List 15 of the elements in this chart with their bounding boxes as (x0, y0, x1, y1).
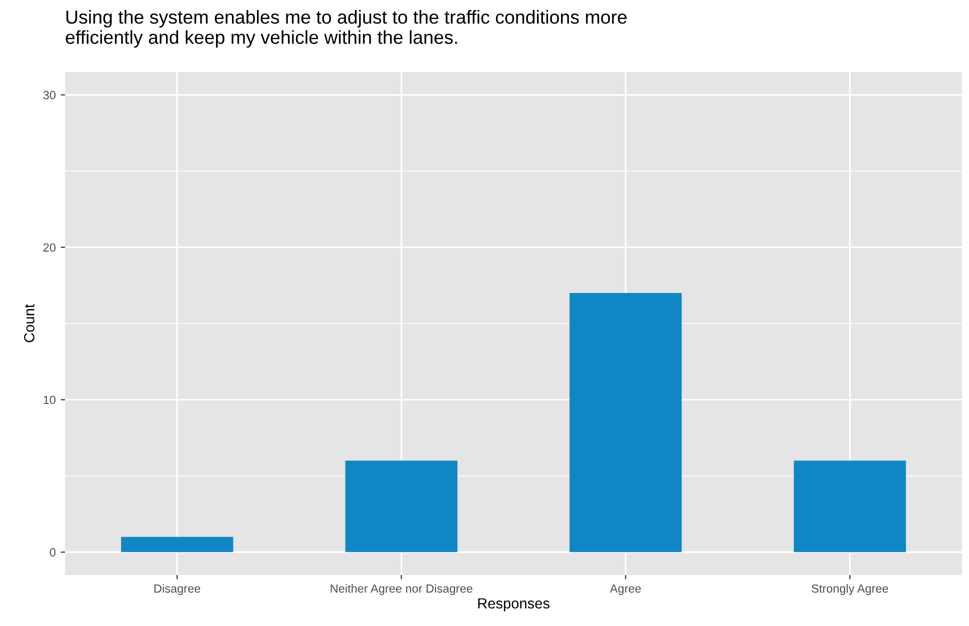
x-axis-title: Responses (478, 598, 550, 612)
x-tick-label: Agree (610, 584, 641, 596)
y-axis-title: Count (24, 304, 34, 342)
y-tick-label: 30 (43, 90, 56, 100)
x-tick-label: Neither Agree nor Disagree (330, 584, 472, 596)
chart-title: Using the system enables me to adjust to the traffic conditions more efficiently and keep my vehicle within the lanes. (66, 10, 627, 48)
bar (121, 536, 234, 552)
x-tick-label: Strongly Agree (812, 584, 888, 596)
bar (570, 293, 682, 552)
y-tick-label: 20 (43, 243, 56, 252)
x-tick-label: Disagree (154, 584, 200, 596)
bar (345, 460, 458, 552)
y-tick-label: 0 (50, 548, 56, 557)
y-tick-label: 10 (44, 396, 56, 404)
bar (794, 460, 906, 552)
